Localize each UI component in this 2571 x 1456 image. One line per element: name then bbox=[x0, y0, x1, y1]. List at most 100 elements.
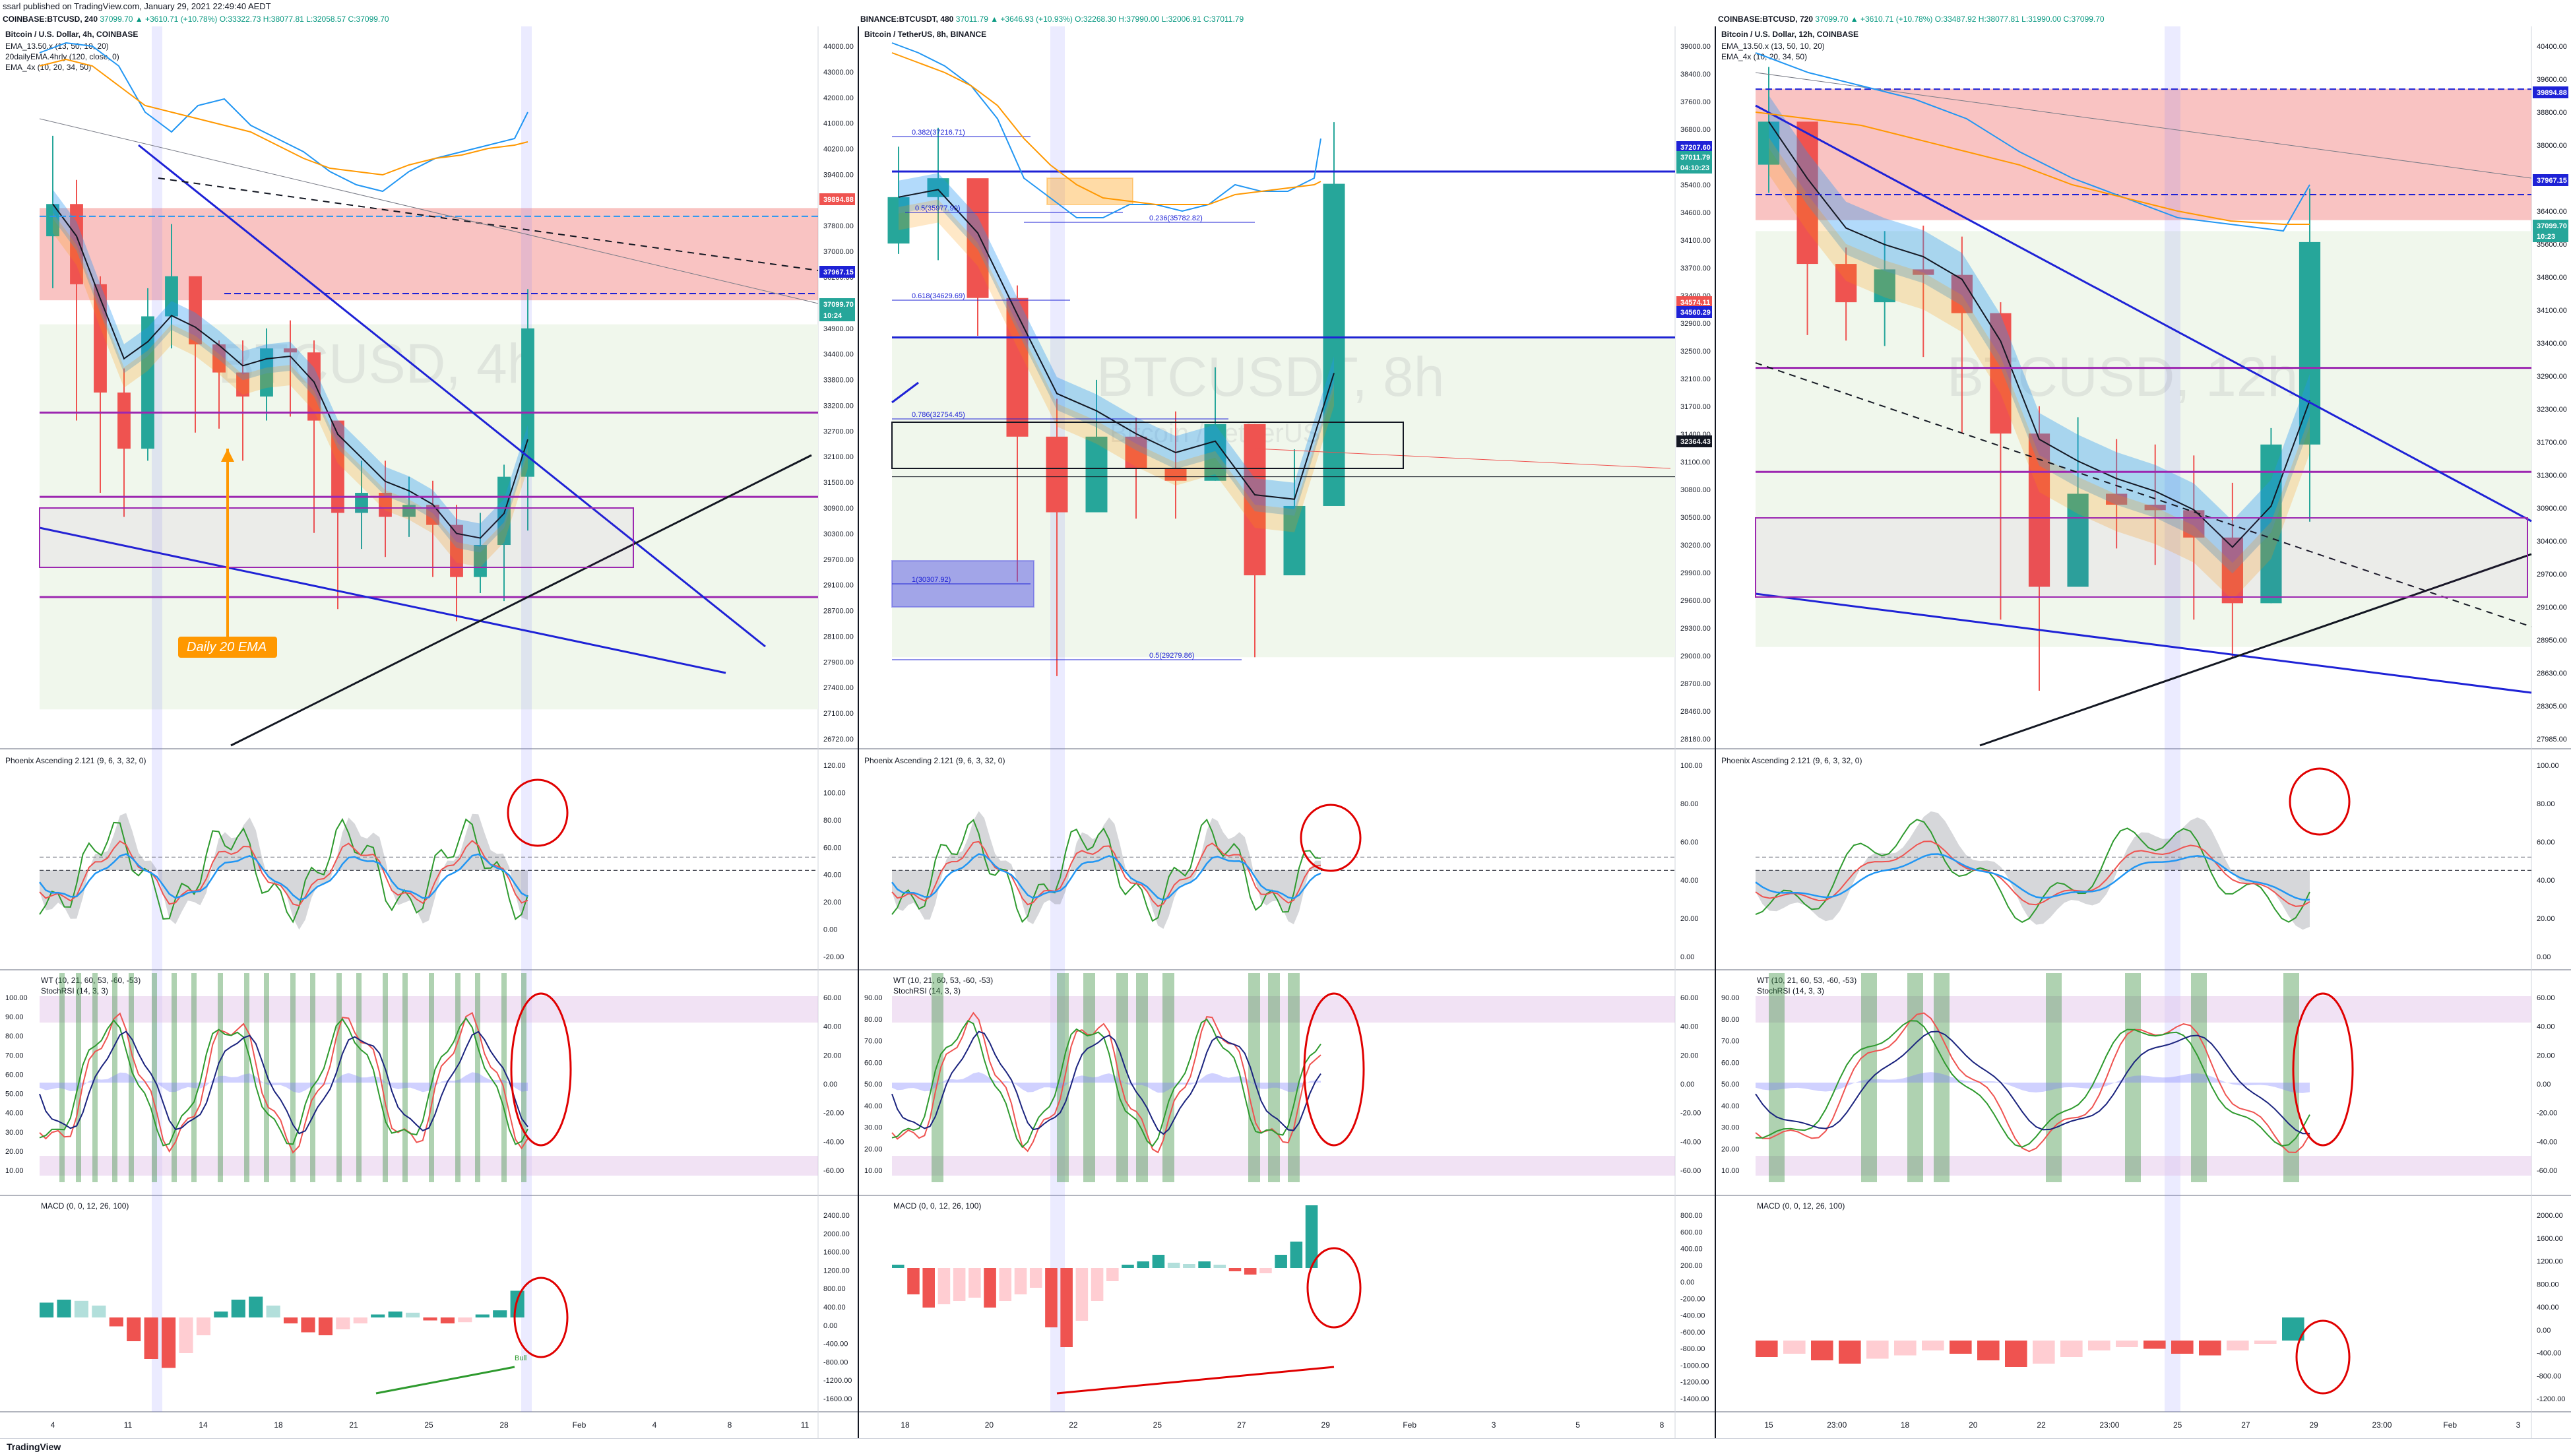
price-tick: 29000.00 bbox=[1680, 652, 1711, 660]
osc-left-tick: 50.00 bbox=[5, 1091, 24, 1098]
macd-tick: -1200.00 bbox=[1680, 1379, 1709, 1387]
session-highlight bbox=[1050, 26, 1065, 1412]
candle-body bbox=[1796, 121, 1818, 265]
date-tick: 22 bbox=[2037, 1420, 2046, 1430]
osc-left-tick: 100.00 bbox=[5, 994, 28, 1002]
osc-tick: 60.00 bbox=[823, 844, 842, 852]
ema-ribbon-blue bbox=[1769, 95, 2310, 574]
trend-line bbox=[230, 454, 812, 747]
price-tick: 28700.00 bbox=[823, 608, 854, 616]
osc-left-tick: 90.00 bbox=[1721, 994, 1740, 1002]
osc-left-tick: 70.00 bbox=[5, 1052, 24, 1060]
date-tick: 8 bbox=[728, 1420, 732, 1430]
candle-body bbox=[379, 492, 392, 517]
osc-tick: 80.00 bbox=[1680, 800, 1699, 808]
price-label-tag bbox=[1676, 296, 1712, 308]
osc-left-tick: 90.00 bbox=[5, 1013, 24, 1021]
osc-left-tick: 70.00 bbox=[864, 1038, 883, 1046]
macd-tick: 0.00 bbox=[823, 1322, 837, 1330]
osc-left-tick: 30.00 bbox=[864, 1124, 883, 1132]
macd-histogram-bar bbox=[922, 1268, 935, 1308]
price-label-tag bbox=[2533, 230, 2568, 242]
osc-right-tick: -40.00 bbox=[1680, 1138, 1701, 1146]
price-tick: 40200.00 bbox=[823, 146, 854, 154]
candle-body bbox=[426, 505, 439, 525]
date-tick: 20 bbox=[1969, 1420, 1978, 1430]
trend-line bbox=[39, 526, 726, 674]
macd-line bbox=[39, 42, 528, 193]
price-tick: 44000.00 bbox=[823, 43, 854, 51]
osc-right-tick: -40.00 bbox=[2537, 1138, 2557, 1146]
osc-tick: 40.00 bbox=[1680, 877, 1699, 885]
phoenix-red bbox=[891, 840, 1321, 908]
osc-right-tick: 20.00 bbox=[823, 1052, 842, 1060]
chart-panel-12h[interactable]: Bitcoin / U.S. Dollar, 12h, COINBASE EMA_… bbox=[1716, 26, 2571, 1438]
osc-left-tick: 10.00 bbox=[5, 1167, 24, 1175]
oversold-band bbox=[40, 1156, 818, 1176]
annotation-arrow bbox=[226, 449, 229, 637]
annotation-circle bbox=[1306, 1247, 1362, 1329]
signal-bar bbox=[191, 973, 197, 1182]
date-tick: 20 bbox=[985, 1420, 994, 1430]
ema-line bbox=[52, 203, 528, 539]
macd-histogram-bar bbox=[1091, 1268, 1104, 1301]
annotation-circle bbox=[507, 778, 569, 847]
osc-title: MACD (0, 0, 12, 26, 100) bbox=[1757, 1201, 1845, 1211]
macd-histogram-bar bbox=[2033, 1341, 2055, 1364]
osc-tick: 0.00 bbox=[823, 926, 837, 934]
macd-histogram-bar bbox=[266, 1306, 280, 1317]
price-tick: 34900.00 bbox=[823, 325, 854, 333]
macd-histogram-bar bbox=[109, 1317, 123, 1327]
candle-body bbox=[1835, 264, 1857, 303]
price-tick: 31500.00 bbox=[823, 479, 854, 487]
price-label-tag bbox=[2533, 174, 2568, 186]
price-tick: 29700.00 bbox=[823, 556, 854, 564]
price-tick: 35600.00 bbox=[2537, 241, 2567, 249]
signal-bar bbox=[2125, 973, 2141, 1182]
osc-tick: 100.00 bbox=[1680, 762, 1703, 770]
macd-histogram-bar bbox=[1106, 1268, 1119, 1281]
legend-entry: EMA_13.50.x (13, 50, 10, 20) bbox=[1721, 42, 1825, 51]
price-tick: 28950.00 bbox=[2537, 637, 2567, 645]
osc-right-tick: 20.00 bbox=[1680, 1052, 1699, 1060]
price-label-tag bbox=[819, 298, 855, 310]
macd-tick: 1200.00 bbox=[2537, 1258, 2563, 1266]
macd-histogram-bar bbox=[510, 1290, 524, 1317]
osc-right-tick: -60.00 bbox=[1680, 1167, 1701, 1175]
macd-histogram-bar bbox=[406, 1312, 420, 1317]
price-label-text: 37099.70 bbox=[823, 301, 854, 309]
annotation-circle bbox=[513, 1277, 569, 1358]
price-tick: 37000.00 bbox=[823, 248, 854, 256]
osc-tick: -20.00 bbox=[823, 953, 844, 961]
date-tick: 21 bbox=[349, 1420, 358, 1430]
date-tick: 27 bbox=[2241, 1420, 2250, 1430]
price-tick: 27400.00 bbox=[823, 684, 854, 692]
candle-body bbox=[70, 204, 83, 284]
candle-body bbox=[2106, 493, 2128, 505]
price-tick: 40400.00 bbox=[2537, 43, 2567, 51]
macd-histogram-bar bbox=[92, 1306, 106, 1317]
date-tick: 4 bbox=[652, 1420, 657, 1430]
price-tick: 31300.00 bbox=[2537, 472, 2567, 480]
trend-line bbox=[891, 381, 919, 404]
chart-panel-8h[interactable]: Bitcoin / TetherUS, 8h, BINANCE BTCUSDT, … bbox=[859, 26, 1715, 1438]
overbought-band bbox=[892, 996, 1675, 1023]
chart-panel-4h[interactable]: Bitcoin / U.S. Dollar, 4h, COINBASE EMA_1… bbox=[0, 26, 858, 1438]
macd-histogram-bar bbox=[214, 1312, 228, 1317]
macd-histogram-bar bbox=[1950, 1341, 1972, 1354]
price-tick: 31700.00 bbox=[1680, 403, 1711, 411]
panel-svg: Bitcoin / TetherUS, 8h, BINANCE BTCUSDT, … bbox=[859, 26, 1715, 1438]
price-tick: 39000.00 bbox=[1680, 43, 1711, 51]
macd-tick: 1600.00 bbox=[823, 1249, 850, 1257]
signal-bar bbox=[1057, 973, 1069, 1182]
macd-histogram-bar bbox=[231, 1300, 245, 1317]
date-tick: 18 bbox=[1901, 1420, 1910, 1430]
signal-bar bbox=[1136, 973, 1148, 1182]
macd-histogram-bar bbox=[440, 1317, 455, 1323]
stoch-k bbox=[891, 1011, 1321, 1154]
macd-histogram-bar bbox=[1060, 1268, 1073, 1347]
signal-bar bbox=[1116, 973, 1128, 1182]
date-tick: 3 bbox=[1492, 1420, 1496, 1430]
price-label-tag bbox=[1676, 306, 1712, 318]
signal-bar bbox=[310, 973, 315, 1182]
